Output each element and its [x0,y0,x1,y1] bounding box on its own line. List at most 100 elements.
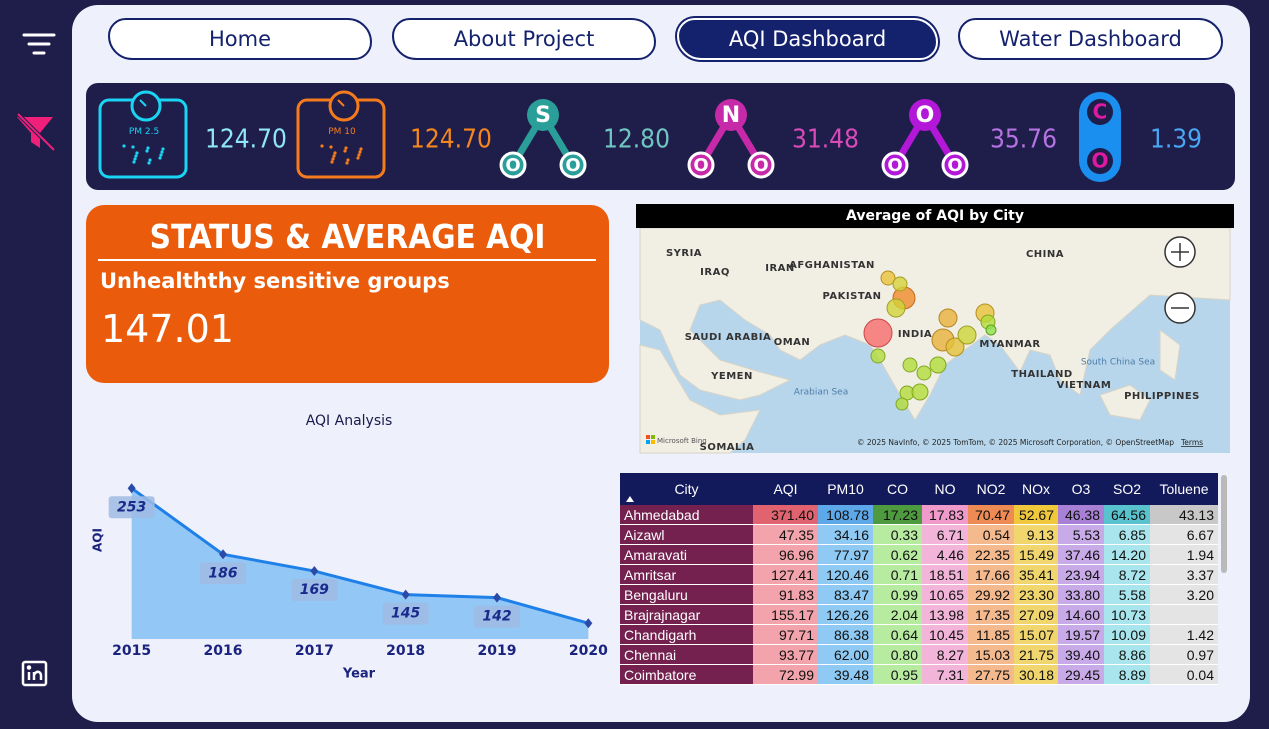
nav-tab[interactable]: Home [108,18,372,60]
kpi-particle [320,144,324,148]
table-row: Coimbatore 72.99 39.48 0.95 7.31 27.75 30.18 29… [620,664,1218,685]
zoom-out[interactable] [1164,292,1196,324]
y-axis-title: AQI [91,528,105,552]
x-tick-label: 2018 [386,643,425,659]
point [219,549,227,560]
table-row: Brajrajnagar 155.17 126.26 2.04 13.98 17.35 27… [620,604,1218,625]
kpi-atom-label: O [916,103,935,128]
kpi-particle [147,161,151,165]
cell: 8.86 [1104,644,1150,665]
clear-filter-icon[interactable] [16,112,56,152]
point [493,592,501,603]
kpi-particle [332,154,336,158]
cell: 11.85 [968,624,1014,645]
status-card: STATUS & AVERAGE AQI Unhealththy sensiti… [86,205,609,383]
cell: 29.45 [1058,664,1104,685]
kpi-icon-label: PM 10 [328,127,356,137]
cell: 0.97 [1150,644,1218,665]
cell: 34.16 [818,524,873,545]
map-attribution: © 2025 NavInfo, © 2025 TomTom, © 2025 Mi… [857,438,1174,447]
kpi-particle [358,150,362,154]
map-label: IRAN [765,263,795,274]
column-header: NO2 [968,473,1014,505]
kpi-atom-label: N [722,103,740,128]
kpi-value: 12.80 [603,125,670,155]
status-value: 147.01 [101,307,234,351]
map-logo [646,435,655,444]
cell: 72.99 [753,664,818,685]
cell: 15.07 [1014,624,1058,645]
nav-tab[interactable]: Water Dashboard [958,18,1223,60]
map-label: PAKISTAN [823,291,882,302]
scrollbar[interactable] [1221,475,1227,573]
map-label: SOMALIA [700,442,755,453]
kpi-particle [133,157,137,161]
map-provider: Microsoft Bing [657,437,707,445]
column-header: Toluene [1150,473,1218,505]
cell: 0.80 [873,644,922,665]
cell: 6.67 [1150,524,1218,545]
cell: 6.85 [1104,524,1150,545]
cell: 96.96 [753,544,818,565]
zoom-in[interactable] [1164,236,1196,268]
nav-tab[interactable]: AQI Dashboard [677,18,938,60]
cell: 0.99 [873,584,922,605]
cell: 17.83 [922,505,968,525]
city-cell: Ahmedabad [620,505,753,525]
cell: 37.46 [1058,544,1104,565]
kpi-atom [527,99,559,131]
cell: 155.17 [753,604,818,625]
cell: 108.78 [818,505,873,525]
city-cell: Coimbatore [620,664,753,685]
cell: 126.26 [818,604,873,625]
table-row: Bengaluru 91.83 83.47 0.99 10.65 29.92 23.30 33… [620,584,1218,605]
cell: 43.13 [1150,505,1218,525]
city-cell: Aizawl [620,524,753,545]
table-row: Ahmedabad 371.40 108.78 17.23 17.83 70.47 52.6… [620,505,1218,525]
x-tick-label: 2017 [295,643,334,659]
cell: 15.03 [968,644,1014,665]
nav-tab[interactable]: About Project [392,18,656,60]
cell: 17.23 [873,505,922,525]
map-label: AFGHANISTAN [789,260,875,271]
point [584,618,593,629]
kpi-gauge-needle [337,99,345,107]
cell: 1.42 [1150,624,1218,645]
cell: 6.71 [922,524,968,545]
x-tick-label: 2020 [569,643,608,659]
divider [98,259,596,261]
kpi-atom [1087,148,1113,174]
map-label: Arabian Sea [794,388,848,398]
kpi-particle [160,150,164,154]
kpi-particle [356,156,360,160]
kpi-atom [941,151,969,179]
cell: 10.45 [922,624,968,645]
city-cell: Amritsar [620,564,753,585]
kpi-particle [145,149,149,153]
cell: 3.20 [1150,584,1218,605]
cell: 0.71 [873,564,922,585]
map-label: INDIA [898,329,932,340]
data-label: 253 [117,499,146,515]
data-label: 142 [482,609,511,625]
cell: 39.40 [1058,644,1104,665]
cell: 19.57 [1058,624,1104,645]
cell: 8.72 [1104,564,1150,585]
linkedin-icon[interactable] [21,660,48,687]
cell: 14.60 [1058,604,1104,625]
cell: 52.67 [1014,505,1058,525]
map-label: IRAQ [700,267,730,278]
kpi-particle [346,158,350,162]
kpi-atom-label: O [753,155,768,176]
kpi-particle [344,146,348,150]
menu-icon[interactable] [22,33,56,55]
point [401,589,410,600]
x-tick-label: 2015 [112,643,151,659]
x-tick-label: 2016 [204,643,243,659]
kpi-particle [357,153,361,157]
map-title-bar [636,204,1234,228]
data-label-bg [474,605,520,628]
cell: 17.66 [968,564,1014,585]
cell: 14.20 [1104,544,1150,565]
kpi-icon-label: PM 2.5 [129,127,159,137]
